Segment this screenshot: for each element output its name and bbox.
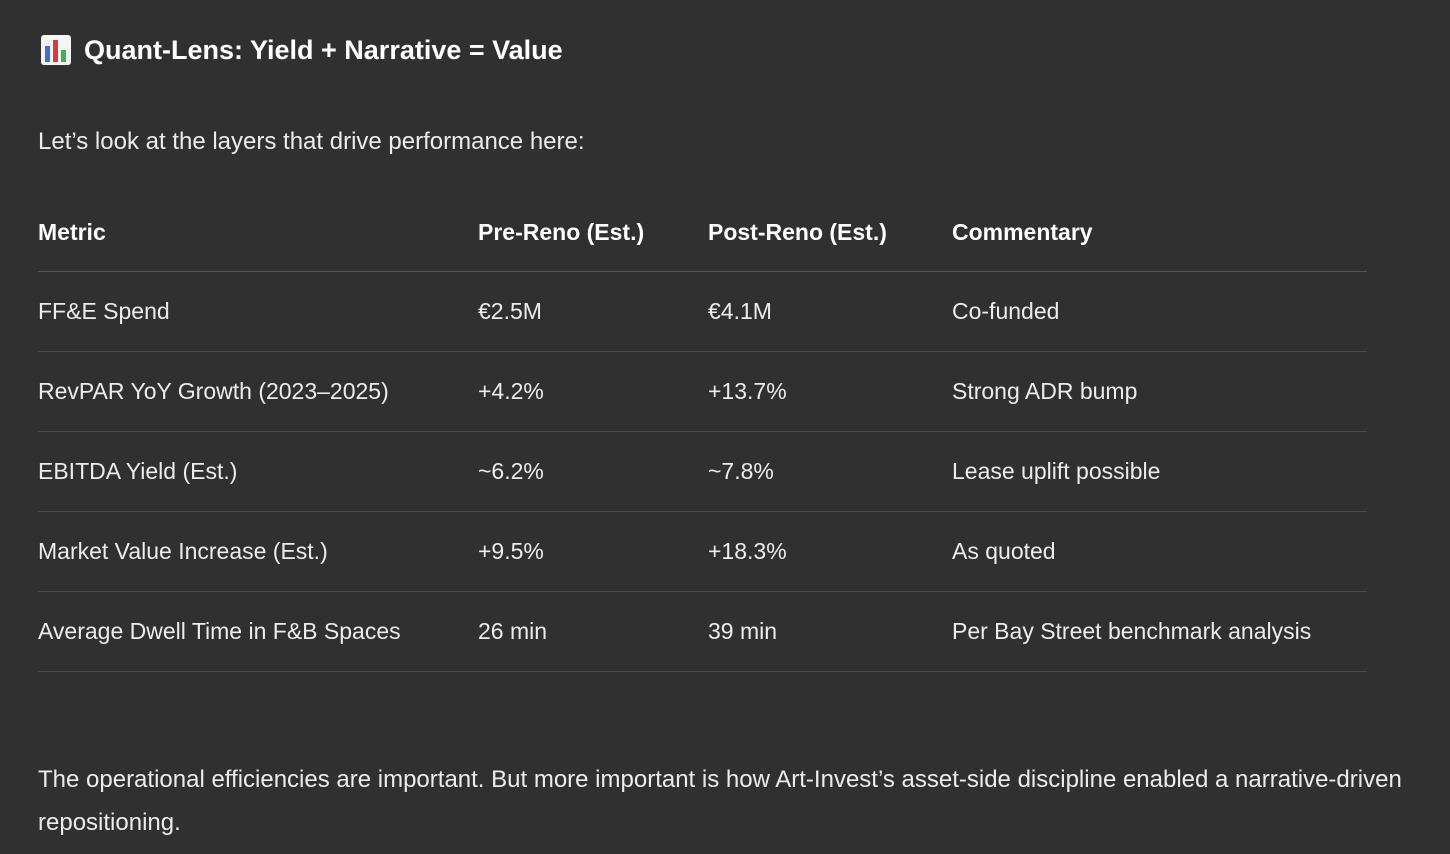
column-header-metric: Metric (38, 194, 478, 272)
column-header-commentary: Commentary (952, 194, 1367, 272)
cell-metric: FF&E Spend (38, 271, 478, 352)
cell-post-reno: €4.1M (708, 271, 952, 352)
cell-post-reno: ~7.8% (708, 431, 952, 512)
cell-post-reno: 39 min (708, 591, 952, 672)
table-row: RevPAR YoY Growth (2023–2025) +4.2% +13.… (38, 351, 1367, 432)
bar-chart-icon (41, 35, 71, 65)
cell-commentary: Lease uplift possible (952, 431, 1367, 512)
cell-pre-reno: 26 min (478, 591, 708, 672)
section-heading: Quant-Lens: Yield + Narrative = Value (40, 34, 563, 66)
cell-metric: Market Value Increase (Est.) (38, 511, 478, 592)
table-row: Market Value Increase (Est.) +9.5% +18.3… (38, 511, 1367, 592)
cell-commentary: As quoted (952, 511, 1367, 592)
cell-commentary: Strong ADR bump (952, 351, 1367, 432)
cell-post-reno: +13.7% (708, 351, 952, 432)
metrics-table: Metric Pre-Reno (Est.) Post-Reno (Est.) … (38, 194, 1367, 672)
column-header-pre-reno: Pre-Reno (Est.) (478, 194, 708, 272)
table-row: Average Dwell Time in F&B Spaces 26 min … (38, 591, 1367, 672)
cell-commentary: Co-funded (952, 271, 1367, 352)
section-heading-text: Quant-Lens: Yield + Narrative = Value (84, 34, 563, 65)
cell-commentary: Per Bay Street benchmark analysis (952, 591, 1367, 672)
cell-pre-reno: +4.2% (478, 351, 708, 432)
table-row: FF&E Spend €2.5M €4.1M Co-funded (38, 271, 1367, 352)
intro-text: Let’s look at the layers that drive perf… (38, 128, 585, 155)
cell-pre-reno: €2.5M (478, 271, 708, 352)
cell-pre-reno: +9.5% (478, 511, 708, 592)
cell-metric: RevPAR YoY Growth (2023–2025) (38, 351, 478, 432)
cell-post-reno: +18.3% (708, 511, 952, 592)
cell-metric: Average Dwell Time in F&B Spaces (38, 591, 478, 672)
conclusion-paragraph: The operational efficiencies are importa… (38, 766, 1402, 836)
table-header-row: Metric Pre-Reno (Est.) Post-Reno (Est.) … (38, 194, 1367, 272)
table-row: EBITDA Yield (Est.) ~6.2% ~7.8% Lease up… (38, 431, 1367, 512)
cell-metric: EBITDA Yield (Est.) (38, 431, 478, 512)
column-header-post-reno: Post-Reno (Est.) (708, 194, 952, 272)
cell-pre-reno: ~6.2% (478, 431, 708, 512)
